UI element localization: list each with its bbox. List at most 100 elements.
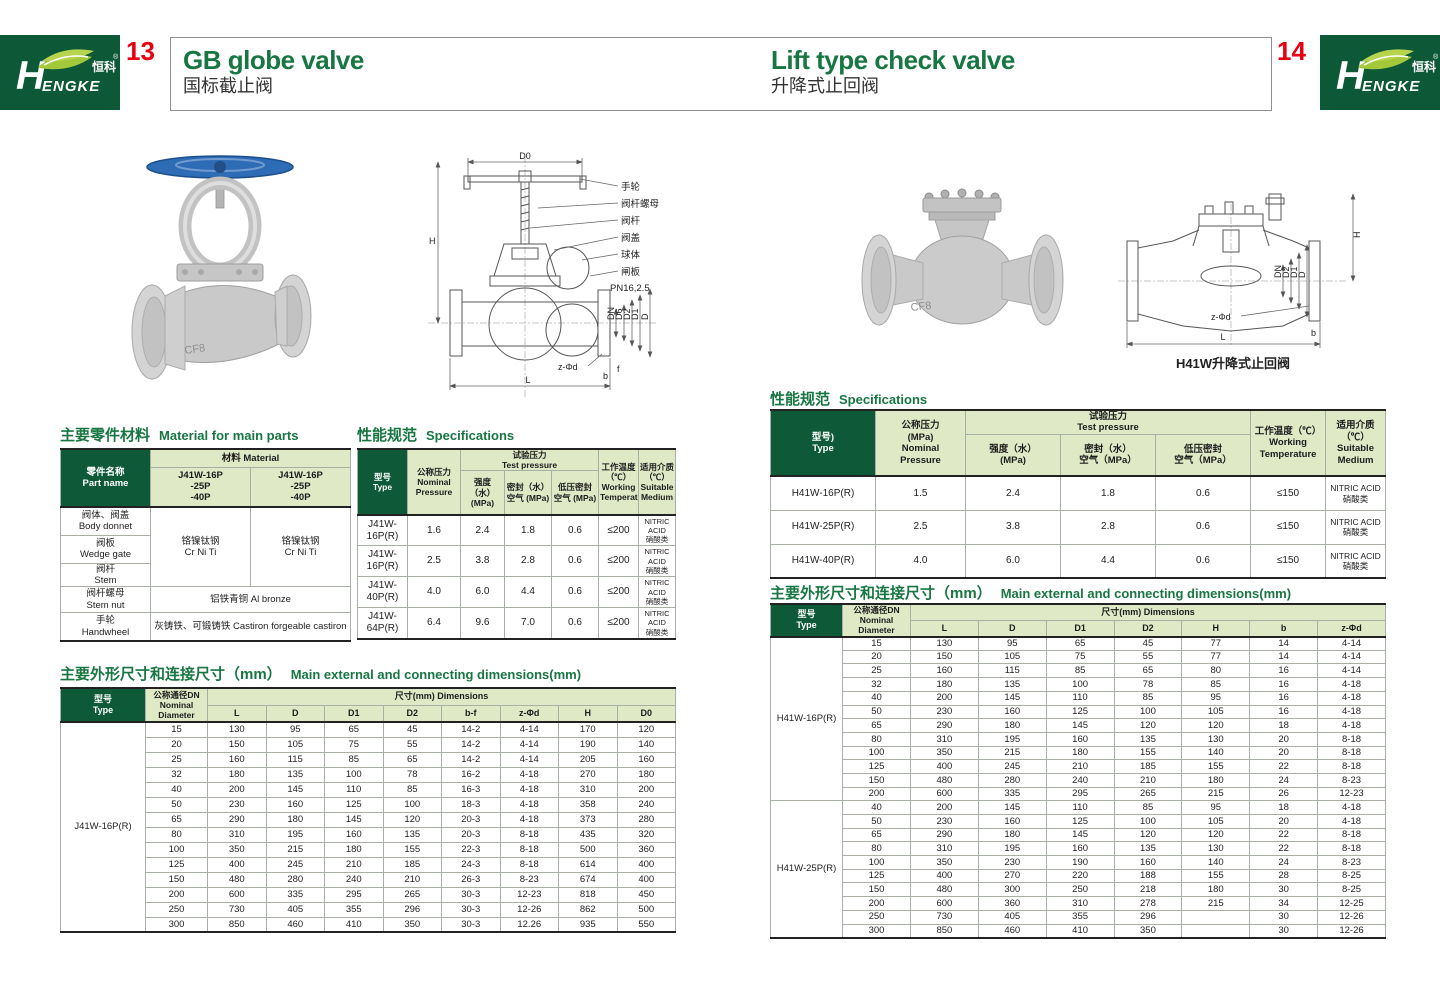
- cell: 85: [382, 781, 442, 798]
- table-row: 25 160 115 85 65 14-2 4-14 205 160: [61, 751, 677, 768]
- cell: 20: [1249, 745, 1319, 761]
- cell: 150: [910, 649, 979, 665]
- cell: 250: [842, 909, 911, 925]
- col-header: D: [265, 704, 325, 723]
- cell: 115: [977, 663, 1047, 679]
- cell: ≤150: [1250, 509, 1327, 545]
- svg-text:闸板: 闸板: [621, 266, 641, 278]
- cell: 26: [1249, 786, 1319, 802]
- cell: 245: [977, 759, 1047, 774]
- dims-table-left: 型号 Type 公称通径DN Nominal Diameter 尺寸(mm) D…: [60, 687, 677, 933]
- brand-logo-left: H ENGKE 恒科 ®: [0, 35, 120, 110]
- table-row: H41W-25P(R) 2.5 3.8 2.8 0.6 ≤150 NITRIC ACID 硝…: [770, 509, 1387, 545]
- col-strength: 强度（水） (MPa): [460, 470, 505, 516]
- table-row: 40 200 145 110 85 16-3 4-18 310 200: [61, 781, 677, 798]
- cell: 360: [616, 841, 677, 858]
- cell: 115: [265, 751, 325, 768]
- cell: 130: [207, 721, 267, 738]
- cell: 350: [207, 841, 267, 858]
- col-header: D2: [1113, 619, 1183, 638]
- cell: [1181, 909, 1251, 925]
- cell: 4.0: [407, 576, 461, 609]
- cell: 410: [324, 916, 384, 933]
- cell: NITRIC ACID 硝酸类: [1325, 509, 1387, 545]
- cell: 12-25: [1317, 896, 1386, 911]
- col-header: L: [910, 619, 979, 638]
- cell: 240: [324, 871, 384, 888]
- cell: 360: [977, 896, 1047, 911]
- cell: 30: [1249, 923, 1319, 939]
- table-row: 125 400 245 210 185 24-3 8-18 614 400: [61, 856, 677, 873]
- table-row: 100 350 215 180 155 22-3 8-18 500 360: [61, 841, 677, 858]
- cell: 45: [382, 721, 442, 738]
- cell: 160: [910, 663, 979, 679]
- cell: 373: [558, 811, 618, 828]
- cell: H41W-16P(R): [770, 475, 876, 511]
- cell: 215: [1181, 896, 1251, 911]
- cell: 180: [324, 841, 384, 858]
- title-box: GB globe valve 国标截止阀 Lift type check val…: [170, 37, 1272, 111]
- cell: 55: [1113, 649, 1183, 665]
- cell: 4-14: [1317, 649, 1386, 665]
- cell: 6.0: [965, 543, 1061, 579]
- part-stem: 阀杆 Stem: [60, 562, 151, 588]
- cell: 105: [1181, 704, 1251, 720]
- brand-logo-right: H ENGKE 恒科 ®: [1320, 35, 1440, 110]
- cell: 130: [910, 636, 979, 651]
- svg-text:b: b: [1311, 328, 1316, 338]
- cell: 180: [616, 766, 677, 783]
- cell: 190: [1045, 855, 1115, 870]
- type-cell: H41W-16P(R): [770, 636, 843, 802]
- cell: 4-18: [499, 811, 559, 828]
- col-header: z-Φd: [499, 704, 559, 723]
- cell: 400: [910, 759, 979, 774]
- cell: 135: [1113, 731, 1183, 747]
- cell: 140: [616, 736, 677, 753]
- table-row: 25 160 115 85 65 80 16 4-14: [771, 663, 1386, 679]
- col-seal: 密封（水） 空气 (MPa): [504, 470, 552, 516]
- cell: 135: [382, 826, 442, 843]
- cell: 24-3: [441, 856, 501, 873]
- cell: 120: [1113, 718, 1183, 733]
- cell: 4-18: [499, 766, 559, 783]
- check-valve-drawing: H DN D2 D1 D z-Φd L b H41W升降式止回阀: [1113, 186, 1378, 379]
- col-header: L: [207, 704, 267, 723]
- svg-text:L: L: [1220, 332, 1225, 342]
- table-row: 200 600 335 295 265 30-3 12-23 818 450: [61, 886, 677, 903]
- cell: 130: [1181, 841, 1251, 857]
- cell: NITRIC ACID 硝酸类: [1325, 543, 1387, 579]
- globe-valve-photo: CF8: [125, 146, 320, 403]
- cell: 150: [842, 882, 911, 898]
- drawing-caption: H41W升降式止回阀: [1176, 356, 1290, 371]
- svg-text:D2: D2: [622, 308, 632, 320]
- table-row: H41W-25P(R) 40 200 145 110 85 95 18 4-18: [770, 800, 1386, 939]
- cell: 410: [1045, 923, 1115, 939]
- cell: J41W-16P(R): [357, 545, 408, 578]
- logo-reg: ®: [1433, 53, 1439, 61]
- cell: 230: [977, 855, 1047, 870]
- cell: 18: [1249, 718, 1319, 733]
- cell: 14-2: [441, 721, 501, 738]
- table-row: 20 150 105 75 55 14-2 4-14 190 140: [61, 736, 677, 753]
- logo-cn: 恒科: [92, 59, 116, 74]
- cell: 0.6: [551, 576, 599, 609]
- table-row: 32 180 135 100 78 16-2 4-18 270 180: [61, 766, 677, 783]
- cell: 0.6: [551, 607, 599, 640]
- cell: 4-14: [499, 736, 559, 753]
- cell: 100: [1113, 814, 1183, 829]
- cell: 335: [265, 886, 325, 903]
- cell: 22: [1249, 759, 1319, 774]
- svg-text:D: D: [640, 313, 650, 320]
- cell: 125: [324, 796, 384, 813]
- logo-h: H: [16, 54, 46, 98]
- cell: 4.4: [504, 576, 552, 609]
- cell: 22: [1249, 827, 1319, 843]
- table-row: 65 290 180 145 120 120 18 4-18: [771, 718, 1386, 733]
- material-crniti-b: 铬镍钛钢 Cr Ni Ti: [249, 506, 352, 588]
- svg-text:阀杆螺母: 阀杆螺母: [621, 198, 659, 210]
- cell: 180: [977, 827, 1047, 843]
- left-title-cn: 国标截止阀: [183, 75, 273, 96]
- cell: 110: [1045, 690, 1115, 706]
- cell: 230: [910, 704, 979, 720]
- cell: 270: [977, 868, 1047, 884]
